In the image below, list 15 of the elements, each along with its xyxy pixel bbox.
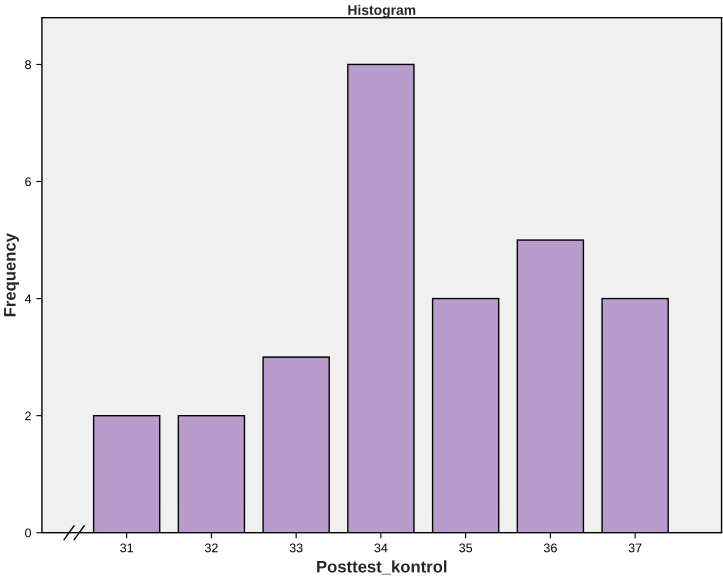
y-tick-label: 0 <box>25 528 32 538</box>
x-tick-label: 35 <box>459 543 472 552</box>
y-tick-label: 2 <box>25 411 31 420</box>
x-axis-title: Posttest_kontrol <box>317 560 446 574</box>
y-tick-label: 8 <box>25 60 31 70</box>
chart-title: Histogram <box>348 4 416 18</box>
y-tick-label: 4 <box>24 294 32 304</box>
x-tick-label: 33 <box>290 543 303 552</box>
x-tick-label: 34 <box>374 543 388 552</box>
x-tick-label: 32 <box>204 543 218 552</box>
x-tick-label: 37 <box>628 543 642 552</box>
y-axis-title: Frequency <box>4 233 20 316</box>
y-tick-label: 6 <box>25 177 31 186</box>
x-tick-label: 36 <box>544 543 557 552</box>
x-tick-label: 31 <box>120 543 134 552</box>
